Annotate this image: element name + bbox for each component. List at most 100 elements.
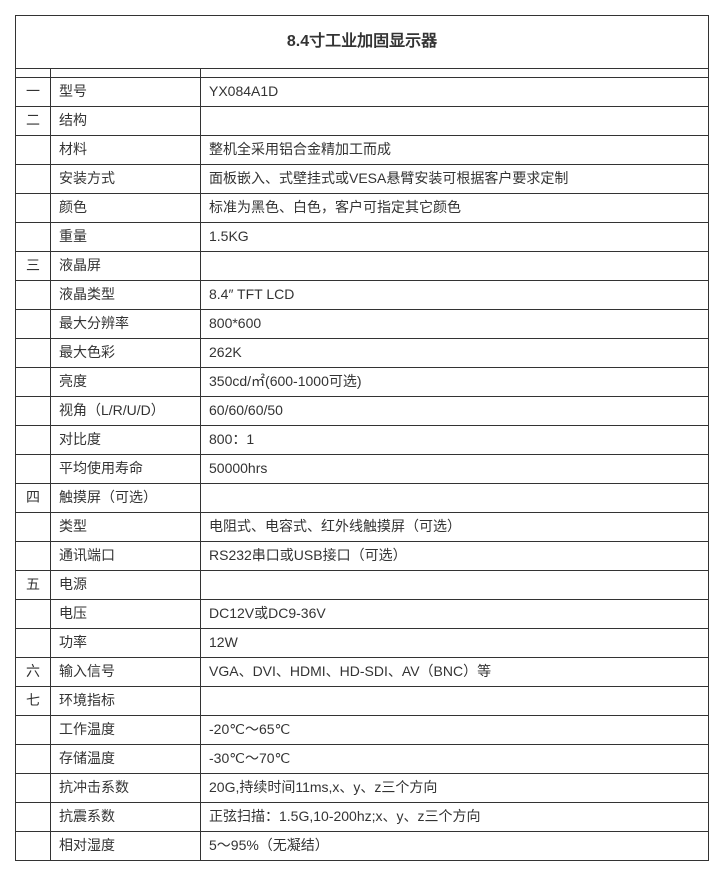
row-value: -30℃～70℃	[201, 745, 709, 774]
row-value: 20G,持续时间11ms,x、y、z三个方向	[201, 774, 709, 803]
row-name: 液晶类型	[51, 281, 201, 310]
row-value: 5～95%（无凝结）	[201, 832, 709, 861]
row-name: 液晶屏	[51, 252, 201, 281]
row-num	[16, 716, 51, 745]
row-name: 抗冲击系数	[51, 774, 201, 803]
row-name: 电压	[51, 600, 201, 629]
table-row: 平均使用寿命50000hrs	[16, 455, 709, 484]
row-num	[16, 368, 51, 397]
row-num	[16, 397, 51, 426]
row-num: 六	[16, 658, 51, 687]
row-value: 262K	[201, 339, 709, 368]
row-num	[16, 223, 51, 252]
spec-table: 8.4寸工业加固显示器 一型号YX084A1D二结构材料整机全采用铝合金精加工而…	[15, 15, 709, 861]
row-num	[16, 600, 51, 629]
table-row: 视角（L/R/U/D）60/60/60/50	[16, 397, 709, 426]
row-name: 工作温度	[51, 716, 201, 745]
row-value: -20℃～65℃	[201, 716, 709, 745]
row-name: 最大分辨率	[51, 310, 201, 339]
table-row: 最大色彩262K	[16, 339, 709, 368]
row-name: 通讯端口	[51, 542, 201, 571]
table-row: 六输入信号VGA、DVI、HDMI、HD-SDI、AV（BNC）等	[16, 658, 709, 687]
row-value	[201, 252, 709, 281]
row-value: RS232串口或USB接口（可选）	[201, 542, 709, 571]
row-name: 型号	[51, 78, 201, 107]
row-num: 五	[16, 571, 51, 600]
row-num: 三	[16, 252, 51, 281]
row-name: 颜色	[51, 194, 201, 223]
table-row: 二结构	[16, 107, 709, 136]
row-num	[16, 310, 51, 339]
row-value: 正弦扫描：1.5G,10-200hz;x、y、z三个方向	[201, 803, 709, 832]
row-name: 功率	[51, 629, 201, 658]
row-value: 整机全采用铝合金精加工而成	[201, 136, 709, 165]
table-row: 重量1.5KG	[16, 223, 709, 252]
row-num	[16, 745, 51, 774]
spacer-row	[16, 69, 709, 78]
row-name: 触摸屏（可选）	[51, 484, 201, 513]
row-name: 重量	[51, 223, 201, 252]
table-row: 抗冲击系数20G,持续时间11ms,x、y、z三个方向	[16, 774, 709, 803]
row-name: 环境指标	[51, 687, 201, 716]
row-num	[16, 774, 51, 803]
row-value	[201, 571, 709, 600]
row-name: 结构	[51, 107, 201, 136]
table-row: 五电源	[16, 571, 709, 600]
row-num	[16, 832, 51, 861]
table-row: 工作温度-20℃～65℃	[16, 716, 709, 745]
row-value: 电阻式、电容式、红外线触摸屏（可选）	[201, 513, 709, 542]
row-num	[16, 542, 51, 571]
row-num	[16, 339, 51, 368]
table-row: 液晶类型8.4″ TFT LCD	[16, 281, 709, 310]
row-value: YX084A1D	[201, 78, 709, 107]
spacer-cell	[16, 69, 51, 78]
table-row: 类型电阻式、电容式、红外线触摸屏（可选）	[16, 513, 709, 542]
row-num	[16, 629, 51, 658]
row-value: 800*600	[201, 310, 709, 339]
table-row: 通讯端口RS232串口或USB接口（可选）	[16, 542, 709, 571]
row-name: 类型	[51, 513, 201, 542]
table-row: 一型号YX084A1D	[16, 78, 709, 107]
row-name: 最大色彩	[51, 339, 201, 368]
table-row: 安装方式面板嵌入、式壁挂式或VESA悬臂安装可根据客户要求定制	[16, 165, 709, 194]
row-num	[16, 513, 51, 542]
row-name: 抗震系数	[51, 803, 201, 832]
row-value	[201, 687, 709, 716]
table-row: 最大分辨率800*600	[16, 310, 709, 339]
table-row: 存储温度-30℃～70℃	[16, 745, 709, 774]
row-value: VGA、DVI、HDMI、HD-SDI、AV（BNC）等	[201, 658, 709, 687]
row-name: 电源	[51, 571, 201, 600]
table-row: 七环境指标	[16, 687, 709, 716]
row-name: 亮度	[51, 368, 201, 397]
row-value: 60/60/60/50	[201, 397, 709, 426]
row-name: 材料	[51, 136, 201, 165]
title-row: 8.4寸工业加固显示器	[16, 16, 709, 69]
row-name: 相对湿度	[51, 832, 201, 861]
table-row: 对比度800：1	[16, 426, 709, 455]
spacer-cell	[51, 69, 201, 78]
table-title: 8.4寸工业加固显示器	[16, 16, 709, 69]
row-value: 50000hrs	[201, 455, 709, 484]
row-value: DC12V或DC9-36V	[201, 600, 709, 629]
table-row: 三液晶屏	[16, 252, 709, 281]
row-num: 一	[16, 78, 51, 107]
row-name: 存储温度	[51, 745, 201, 774]
row-value: 标准为黑色、白色，客户可指定其它颜色	[201, 194, 709, 223]
row-num: 七	[16, 687, 51, 716]
row-name: 输入信号	[51, 658, 201, 687]
table-row: 亮度350cd/㎡(600-1000可选)	[16, 368, 709, 397]
table-row: 功率12W	[16, 629, 709, 658]
row-num: 二	[16, 107, 51, 136]
row-num: 四	[16, 484, 51, 513]
spec-table-body: 8.4寸工业加固显示器 一型号YX084A1D二结构材料整机全采用铝合金精加工而…	[16, 16, 709, 861]
table-row: 电压DC12V或DC9-36V	[16, 600, 709, 629]
row-name: 对比度	[51, 426, 201, 455]
row-value: 350cd/㎡(600-1000可选)	[201, 368, 709, 397]
row-num	[16, 426, 51, 455]
row-value	[201, 107, 709, 136]
row-num	[16, 455, 51, 484]
row-value: 12W	[201, 629, 709, 658]
row-value	[201, 484, 709, 513]
spacer-cell	[201, 69, 709, 78]
table-row: 抗震系数正弦扫描：1.5G,10-200hz;x、y、z三个方向	[16, 803, 709, 832]
